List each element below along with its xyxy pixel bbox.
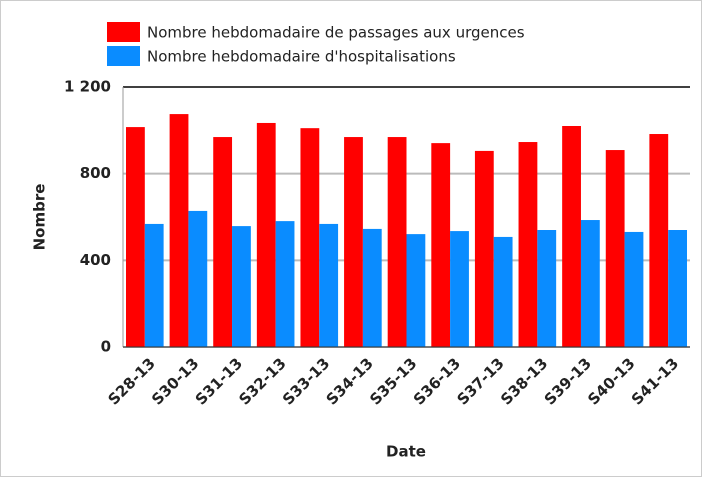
legend-swatch [107, 22, 140, 42]
bar [362, 228, 382, 347]
bar [275, 221, 295, 347]
y-axis-title: Nombre [31, 184, 49, 251]
y-tick-label: 0 [101, 338, 111, 356]
bar [493, 236, 513, 347]
bar [431, 143, 451, 347]
bar [232, 226, 251, 347]
bar [213, 137, 233, 347]
bar [668, 230, 687, 347]
bar [649, 134, 669, 347]
bar [537, 230, 557, 347]
bar [518, 142, 538, 347]
bar [300, 128, 320, 347]
y-tick-label: 800 [80, 164, 111, 182]
bar [344, 137, 363, 347]
x-axis-title: Date [386, 443, 426, 461]
bar [319, 223, 339, 347]
bar [144, 223, 164, 347]
bar [387, 137, 407, 347]
y-tick-label: 1 200 [64, 78, 111, 96]
bar [562, 126, 581, 347]
bar [605, 150, 625, 347]
bar [126, 127, 145, 347]
legend-label: Nombre hebdomadaire de passages aux urge… [147, 24, 525, 42]
bar [450, 231, 469, 347]
bar [169, 114, 189, 347]
bar [580, 220, 600, 347]
y-tick-label: 400 [80, 251, 111, 269]
legend-swatch [107, 46, 140, 66]
bar [406, 234, 426, 347]
bar [256, 122, 276, 347]
bar [188, 210, 208, 347]
legend-label: Nombre hebdomadaire d'hospitalisations [147, 48, 456, 66]
bar [474, 150, 494, 347]
bar [624, 231, 644, 347]
